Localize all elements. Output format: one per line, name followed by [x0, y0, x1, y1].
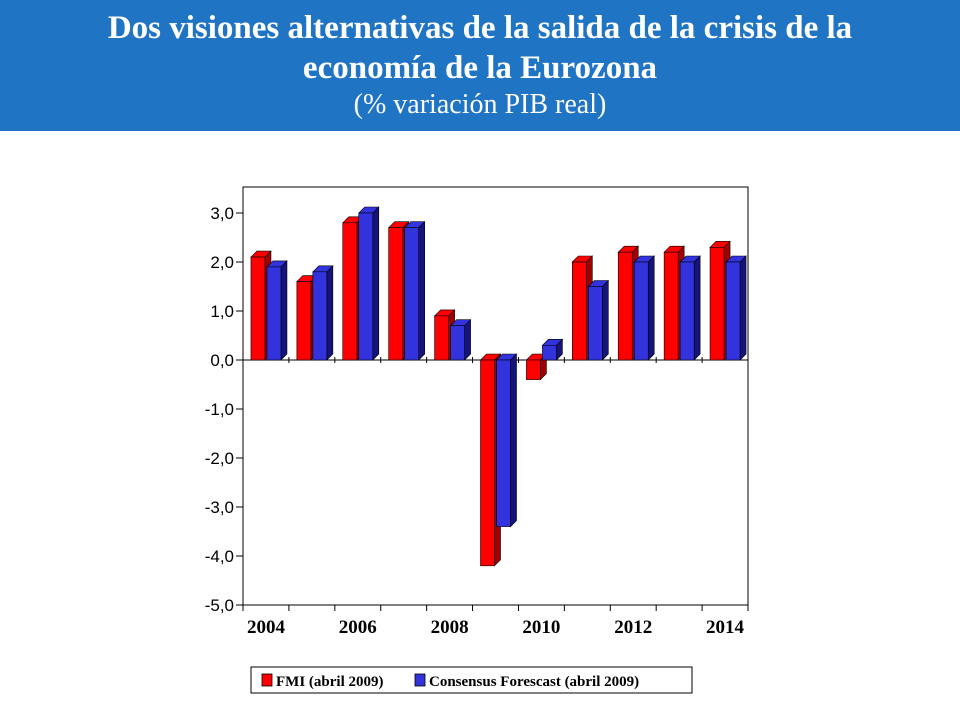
legend-swatch — [414, 673, 426, 687]
bar-front — [480, 359, 495, 567]
bar-front — [312, 271, 328, 361]
bar-consensus-2011 — [587, 279, 610, 361]
bar-front — [342, 222, 358, 361]
bar-side — [372, 206, 380, 361]
bar-side — [510, 353, 517, 528]
bar-side — [602, 279, 609, 361]
chart-title-line-1: Dos visiones alternativas de la salida d… — [107, 10, 853, 46]
bar-front — [572, 261, 587, 361]
bars — [250, 206, 747, 567]
bar-consensus-2005 — [312, 265, 334, 361]
x-tick-label: 2006 — [339, 617, 377, 638]
bar-front — [663, 251, 679, 361]
bar-consensus-2004 — [266, 260, 288, 361]
x-tick-label: 2014 — [706, 617, 745, 638]
chart-subtitle: (% variación PIB real) — [353, 89, 607, 120]
y-tick-label: -2,0 — [205, 449, 234, 468]
y-tick-label: -5,0 — [205, 596, 234, 615]
bar-front — [633, 261, 649, 361]
x-tick-label: 2012 — [614, 617, 652, 638]
bar-front — [266, 266, 282, 361]
bar-front — [542, 344, 557, 361]
bar-front — [588, 286, 603, 361]
bar-consensus-2014 — [725, 255, 747, 361]
legend: FMI (abril 2009) Consensus Forescast (abr… — [250, 666, 693, 694]
x-tick-label: 2010 — [522, 617, 560, 638]
legend-box — [250, 666, 693, 694]
bar-front — [250, 256, 266, 361]
bar-side — [464, 318, 471, 361]
legend-swatch — [261, 673, 273, 687]
bar-consensus-2006 — [358, 206, 380, 361]
bar-consensus-2012 — [633, 255, 655, 361]
chart-title-line-2: economía de la Eurozona — [302, 50, 658, 86]
bar-side — [739, 255, 747, 361]
x-axis: 2004 2006 2008 2010 2012 2014 — [242, 357, 749, 638]
bar-consensus-2013 — [679, 255, 701, 361]
legend-label: FMI (abril 2009) — [276, 674, 383, 690]
bar-front — [388, 227, 403, 361]
bar-side — [693, 255, 701, 361]
y-tick-label: 2,0 — [210, 253, 234, 272]
x-tick-label: 2004 — [247, 617, 286, 638]
bar-front — [434, 315, 449, 361]
bar-side — [647, 255, 655, 361]
bar-front — [496, 359, 511, 527]
bar-front — [358, 212, 374, 361]
y-tick-label: 0,0 — [210, 351, 234, 370]
x-tick-label: 2008 — [431, 617, 469, 638]
bar-side — [280, 260, 288, 361]
bar-front — [617, 251, 633, 361]
bar-front — [725, 261, 741, 361]
bar-front — [296, 281, 312, 361]
y-tick-label: 3,0 — [210, 204, 234, 223]
y-tick-label: -1,0 — [205, 400, 234, 419]
bar-front — [709, 247, 725, 361]
title-banner: Dos visiones alternativas de la salida d… — [0, 0, 960, 131]
y-tick-label: 1,0 — [210, 302, 234, 321]
bar-front — [404, 227, 419, 361]
bar-side — [418, 220, 425, 361]
y-tick-label: -3,0 — [205, 498, 234, 517]
bar-front — [526, 359, 541, 380]
bar-consensus-2009 — [495, 353, 518, 528]
legend-label: Consensus Forescast (abril 2009) — [429, 674, 639, 690]
bar-consensus-2007 — [403, 220, 426, 361]
bar-consensus-2008 — [449, 318, 472, 361]
bar-front — [450, 325, 465, 361]
bar-consensus-2010 — [541, 338, 564, 361]
bar-side — [326, 265, 334, 361]
y-tick-label: -4,0 — [205, 547, 234, 566]
bar-front — [679, 261, 695, 361]
